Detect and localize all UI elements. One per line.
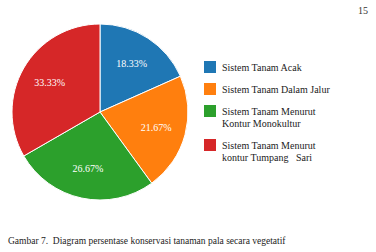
- data-labels: 18.33% 21.67% 26.67% 33.33%: [34, 58, 171, 175]
- data-label: 21.67%: [141, 122, 172, 133]
- chart: 15 Gambar 7. Diagram persentase konservas…: [0, 0, 376, 252]
- data-label: 26.67%: [72, 163, 103, 174]
- data-label: 18.33%: [116, 58, 147, 69]
- legend-label: Sistem Tanam Dalam Jalur: [222, 84, 330, 95]
- legend-item: Sistem Tanam Menurutkontur Tumpang Sari: [204, 139, 316, 163]
- legend-item: Sistem Tanam Dalam Jalur: [204, 83, 330, 95]
- legend-swatch: [204, 83, 216, 95]
- legend-label: Sistem Tanam MenurutKontur Monokultur: [222, 106, 316, 129]
- legend-swatch: [204, 139, 216, 151]
- slice: [12, 24, 100, 156]
- legend-item: Sistem Tanam Acak: [204, 61, 302, 73]
- annotation: 15: [358, 5, 368, 16]
- legend-item: Sistem Tanam MenurutKontur Monokultur: [204, 105, 316, 129]
- data-label: 33.33%: [34, 77, 65, 88]
- legend-label: Sistem Tanam Menurutkontur Tumpang Sari: [222, 140, 316, 163]
- pie: [12, 24, 188, 200]
- title: Gambar 7. Diagram persentase konservasi …: [8, 236, 286, 246]
- legend-swatch: [204, 61, 216, 73]
- legend-swatch: [204, 105, 216, 117]
- legend-label: Sistem Tanam Acak: [222, 62, 302, 73]
- legend: Sistem Tanam Acak Sistem Tanam Dalam Jalu…: [204, 61, 330, 163]
